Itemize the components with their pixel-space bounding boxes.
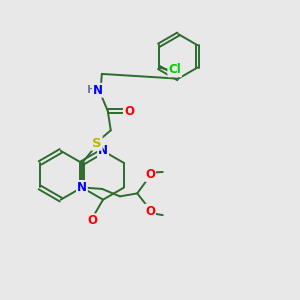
Text: O: O xyxy=(145,168,155,181)
Text: H: H xyxy=(87,85,97,95)
Text: O: O xyxy=(87,214,97,227)
Text: Cl: Cl xyxy=(168,63,181,76)
Text: N: N xyxy=(77,181,87,194)
Text: N: N xyxy=(98,144,108,158)
Text: N: N xyxy=(93,84,103,97)
Text: O: O xyxy=(124,105,134,118)
Text: S: S xyxy=(92,137,102,150)
Text: O: O xyxy=(145,205,155,218)
